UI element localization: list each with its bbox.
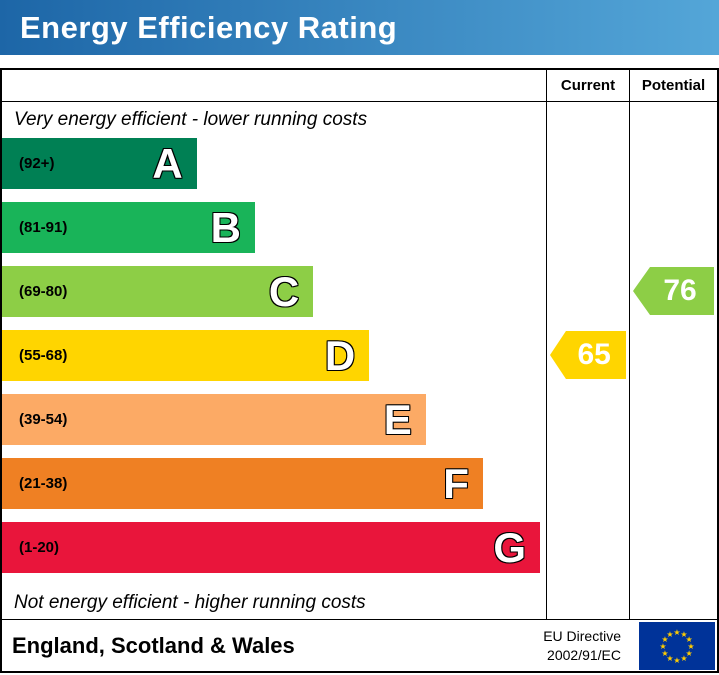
svg-text:★: ★ xyxy=(666,629,673,638)
band-bar-e: (39-54) E xyxy=(2,394,426,445)
svg-text:★: ★ xyxy=(686,635,693,644)
potential-rating-arrow: 76 xyxy=(633,267,714,315)
band-letter-f: F xyxy=(443,460,469,507)
eu-directive-label: EU Directive 2002/91/EC xyxy=(543,627,621,665)
svg-text:★: ★ xyxy=(680,654,687,663)
band-range-g: (1-20) xyxy=(19,539,60,556)
svg-text:★: ★ xyxy=(666,654,673,663)
potential-column: Potential 76 xyxy=(629,70,717,619)
band-range-e: (39-54) xyxy=(19,411,68,428)
footer: England, Scotland & Wales EU Directive 2… xyxy=(2,619,717,671)
band-bar-b: (81-91) B xyxy=(2,202,255,253)
svg-text:★: ★ xyxy=(687,642,694,651)
top-note: Very energy efficient - lower running co… xyxy=(14,109,368,130)
eu-flag-icon: ★ ★ ★ ★ ★ ★ ★ ★ ★ ★ ★ ★ xyxy=(639,621,715,670)
band-row-b: (81-91) B xyxy=(2,202,546,266)
band-row-c: (69-80) C xyxy=(2,266,546,330)
svg-text:★: ★ xyxy=(659,642,666,651)
region-label: England, Scotland & Wales xyxy=(12,632,295,658)
bands-column: Very energy efficient - lower running co… xyxy=(2,70,546,619)
rating-grid: Very energy efficient - lower running co… xyxy=(2,70,717,619)
svg-text:★: ★ xyxy=(661,635,668,644)
svg-text:★: ★ xyxy=(661,649,668,658)
potential-column-header: Potential xyxy=(630,70,717,102)
bands-area: Very energy efficient - lower running co… xyxy=(2,102,546,619)
band-letter-d: D xyxy=(324,332,356,379)
svg-text:★: ★ xyxy=(673,656,680,665)
potential-indicator-area: 76 xyxy=(630,102,717,619)
svg-text:★: ★ xyxy=(673,628,680,637)
band-range-d: (55-68) xyxy=(19,347,68,364)
band-letter-e: E xyxy=(383,396,412,443)
svg-text:★: ★ xyxy=(686,649,693,658)
band-bar-g: (1-20) G xyxy=(2,522,541,573)
band-row-d: (55-68) D xyxy=(2,330,546,394)
band-letter-c: C xyxy=(268,268,300,315)
band-letter-g: G xyxy=(493,524,527,571)
rating-table: Very energy efficient - lower running co… xyxy=(0,68,719,673)
page-title: Energy Efficiency Rating xyxy=(20,9,398,45)
bottom-note: Not energy efficient - higher running co… xyxy=(14,591,366,613)
current-rating-arrow: 65 xyxy=(550,331,626,379)
band-row-g: (1-20) G xyxy=(2,522,546,586)
band-letter-a: A xyxy=(152,140,183,187)
band-bar-f: (21-38) F xyxy=(2,458,483,509)
band-letter-b: B xyxy=(210,204,241,251)
band-bar-d: (55-68) D xyxy=(2,330,370,381)
band-bar-c: (69-80) C xyxy=(2,266,314,317)
eu-directive-line2: 2002/91/EC xyxy=(547,646,621,663)
band-range-b: (81-91) xyxy=(19,219,68,236)
band-range-c: (69-80) xyxy=(19,283,68,300)
band-range-a: (92+) xyxy=(19,155,55,172)
band-row-e: (39-54) E xyxy=(2,394,546,458)
current-indicator-area: 65 xyxy=(547,102,629,619)
band-bar-a: (92+) A xyxy=(2,138,197,189)
current-column-header: Current xyxy=(547,70,629,102)
band-row-a: (92+) A xyxy=(2,138,546,202)
bands-column-header xyxy=(2,70,546,102)
eu-directive-line1: EU Directive xyxy=(543,627,621,644)
current-column: Current 65 xyxy=(546,70,629,619)
band-row-f: (21-38) F xyxy=(2,458,546,522)
band-range-f: (21-38) xyxy=(19,475,68,492)
banner: Energy Efficiency Rating xyxy=(0,0,719,55)
svg-text:★: ★ xyxy=(680,629,687,638)
